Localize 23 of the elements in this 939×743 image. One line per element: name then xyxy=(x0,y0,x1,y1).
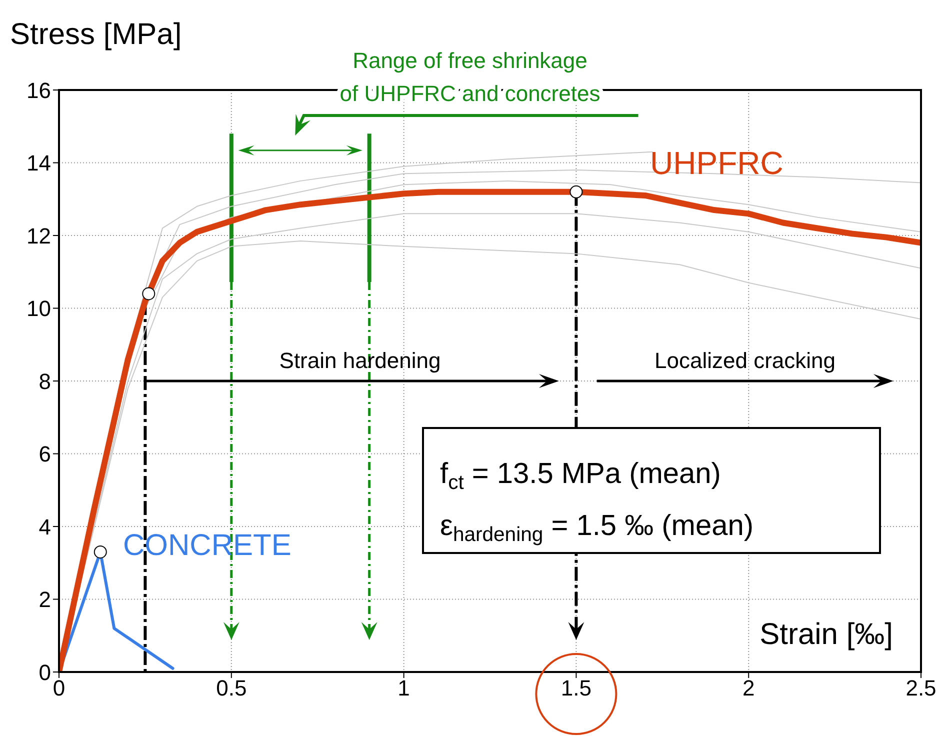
x-tick-label: 2 xyxy=(742,676,755,701)
y-tick-label: 10 xyxy=(26,296,51,322)
x-tick-label: 0.5 xyxy=(216,676,247,701)
y-tick-label: 8 xyxy=(38,368,51,394)
text: Range of free shrinkage xyxy=(352,48,588,73)
y-tick-label: 16 xyxy=(26,78,51,103)
y-tick-label: 12 xyxy=(26,223,51,248)
y-tick-label: 6 xyxy=(38,442,51,467)
x-tick-label: 2.5 xyxy=(906,676,936,701)
annotation: ε$_{hardening}$ = 1.5 ‰ (mean) xyxy=(440,510,754,546)
x-axis-title: Strain [‰] xyxy=(760,618,893,651)
y-tick-label: 14 xyxy=(26,150,51,176)
annotation: Localized cracking xyxy=(654,348,836,373)
series-label: CONCRETE xyxy=(123,529,292,562)
x-tick-label: 1.5 xyxy=(560,676,592,701)
y-tick-label: 2 xyxy=(38,587,51,612)
series-label: UHPFRC xyxy=(650,145,784,181)
annotation: f$_{ct}$ = 13.5 MPa (mean) xyxy=(440,458,721,494)
y-tick-label: 4 xyxy=(38,514,51,540)
annotation: Strain hardening xyxy=(279,348,441,373)
y-tick-label: 0 xyxy=(38,660,51,685)
x-tick-label: 1 xyxy=(398,676,410,701)
y-axis-title: Stress [MPa] xyxy=(10,18,182,51)
